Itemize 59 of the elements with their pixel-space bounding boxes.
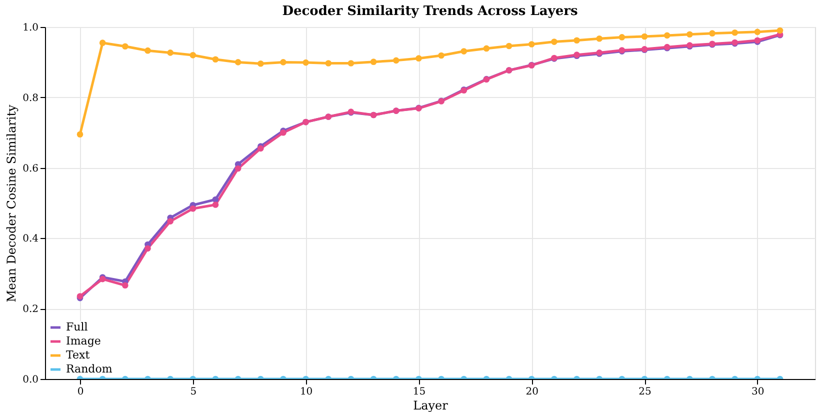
legend-label: Full (66, 320, 88, 334)
point (574, 37, 580, 44)
y-tick-label: 0.4 (22, 234, 38, 245)
point (302, 59, 309, 66)
point (212, 202, 219, 208)
y-tick-label: 0.2 (22, 304, 38, 316)
y-tick-label: 1.0 (22, 22, 38, 34)
point (732, 29, 738, 36)
x-tick-label: 10 (300, 386, 313, 398)
point (754, 28, 761, 36)
x-tick-label: 30 (752, 386, 764, 398)
legend-label: Text (66, 348, 90, 362)
x-tick-label: 20 (526, 386, 538, 398)
x-axis-title: Layer (413, 398, 448, 412)
point (596, 35, 603, 42)
point (212, 56, 219, 63)
point (167, 50, 174, 56)
point (483, 45, 490, 52)
point (618, 34, 626, 40)
point (167, 218, 174, 224)
y-tick-label: 0.8 (22, 92, 38, 104)
legend-label: Random (66, 362, 113, 376)
legend-label: Image (66, 334, 101, 348)
point (709, 30, 716, 36)
point (190, 52, 196, 58)
point (664, 32, 670, 39)
x-tick-label: 0 (77, 386, 84, 398)
point (257, 60, 264, 67)
point (234, 59, 242, 66)
x-tick-label: 15 (412, 386, 426, 398)
point (506, 42, 512, 50)
point (234, 165, 242, 172)
point (776, 27, 784, 34)
point (551, 38, 558, 45)
point (438, 52, 444, 59)
point (144, 47, 151, 54)
point (325, 60, 332, 66)
x-tick-label: 25 (638, 386, 652, 398)
point (122, 43, 128, 50)
point (348, 60, 354, 66)
x-tick-label: 5 (190, 386, 197, 398)
point (76, 131, 84, 138)
point (257, 145, 264, 152)
point (370, 58, 377, 66)
chart-title: Decoder Similarity Trends Across Layers (282, 4, 578, 19)
point (122, 282, 128, 289)
point (392, 57, 400, 64)
point (99, 40, 106, 46)
point (528, 41, 535, 48)
y-axis-title: Mean Decoder Cosine Similarity (4, 104, 19, 302)
point (416, 55, 422, 62)
y-tick-label: 0.0 (22, 374, 38, 386)
point (190, 205, 196, 212)
point (280, 59, 286, 66)
point (641, 33, 648, 40)
point (686, 31, 693, 38)
point (144, 245, 151, 252)
y-tick-label: 0.6 (22, 163, 38, 174)
point (460, 48, 468, 54)
